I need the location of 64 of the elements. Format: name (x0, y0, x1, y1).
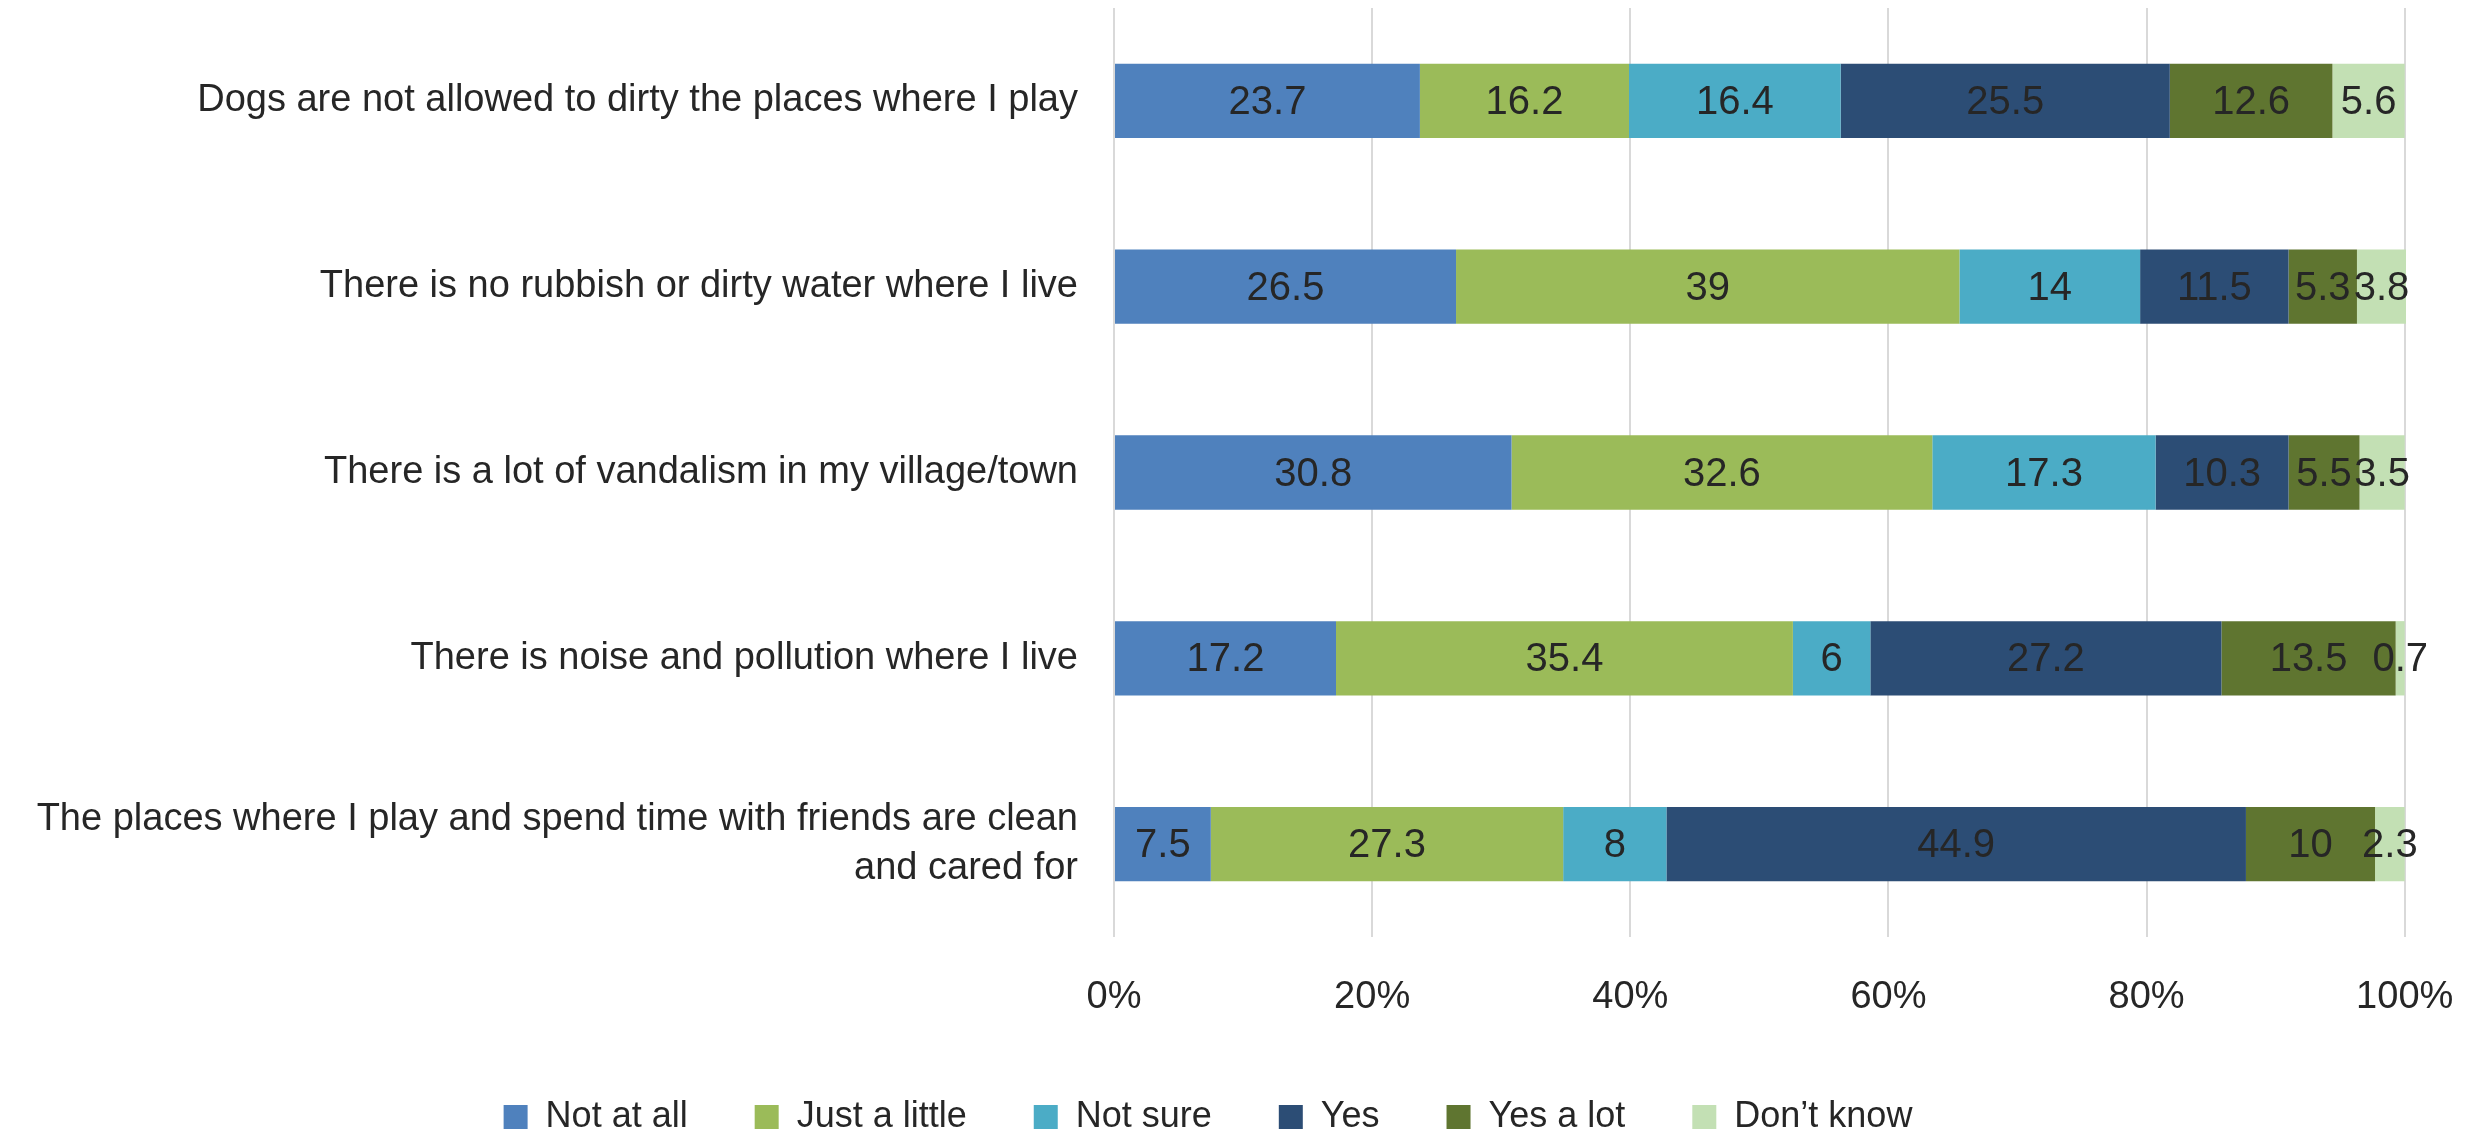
data-label: 32.6 (1682, 449, 1761, 494)
x-tick-label: 100% (2356, 974, 2454, 1017)
y-tick-label: There is noise and pollution where I live (410, 634, 1078, 677)
data-label: 16.4 (1695, 77, 1774, 122)
x-tick-label: 40% (1592, 974, 1669, 1017)
bar (1115, 435, 1512, 510)
bar (1115, 621, 1336, 696)
bar (2169, 63, 2333, 139)
data-label: 17.2 (1186, 635, 1265, 680)
data-label: 10.3 (2183, 449, 2261, 494)
bar (1115, 806, 1211, 882)
bar (1792, 621, 1871, 696)
x-tick-label: 20% (1334, 974, 1411, 1017)
legend-label: Not at all (545, 1093, 688, 1135)
data-label: 35.4 (1525, 635, 1604, 680)
data-label: 44.9 (1917, 821, 1996, 866)
data-label: 14 (2027, 263, 2073, 308)
data-label: 23.7 (1228, 77, 1307, 122)
data-label: 17.3 (2005, 449, 2083, 494)
y-tick-label: There is no rubbish or dirty water where I live (319, 263, 1078, 306)
data-label: 5.3 (2294, 263, 2351, 308)
bar (1511, 435, 1933, 510)
x-tick-label: 80% (2108, 974, 2185, 1017)
data-label: 16.2 (1485, 77, 1564, 122)
data-label: 25.5 (1966, 77, 2045, 122)
y-tick-label: Dogs are not allowed to dirty the places where I play (197, 77, 1078, 120)
bar (1870, 621, 2222, 696)
bar (2155, 435, 2289, 510)
bar (2140, 249, 2289, 324)
bar (1666, 806, 2246, 882)
data-label: 5.6 (2340, 77, 2397, 122)
bar (1419, 63, 1629, 139)
data-label: 30.8 (1274, 449, 1353, 494)
bar (1840, 63, 2170, 139)
legend-label: Yes a lot (1488, 1093, 1626, 1135)
x-tick-label: 60% (1850, 974, 1927, 1017)
x-tick-label: 0% (1086, 974, 1142, 1017)
data-label: 39 (1685, 263, 1730, 308)
bar (1959, 249, 2141, 324)
legend-label: Yes (1320, 1093, 1380, 1135)
data-label: 7.5 (1135, 821, 1191, 866)
data-label: 13.5 (2269, 635, 2348, 680)
data-label: 26.5 (1246, 263, 1325, 308)
bar (1932, 435, 2156, 510)
data-label: 8 (1603, 821, 1626, 866)
bar (1115, 63, 1420, 139)
bar (1115, 249, 1457, 324)
bar (1628, 63, 1841, 139)
bar (1456, 249, 1960, 324)
legend-label: Not sure (1075, 1093, 1212, 1135)
legend-label: Don’t know (1734, 1093, 1914, 1135)
y-tick-label: There is a lot of vandalism in my village/town (324, 448, 1078, 491)
y-tick-label: The places where I play and spend time with friends are clean and cared for (36, 795, 1079, 888)
legend-label: Just a little (796, 1093, 967, 1135)
bar (1563, 806, 1667, 882)
data-label: 10 (2288, 821, 2333, 866)
bar (1210, 806, 1564, 882)
data-label: 12.6 (2212, 77, 2291, 122)
data-label: 5.5 (2296, 449, 2352, 494)
data-label: 11.5 (2176, 263, 2252, 308)
data-label: 27.3 (1348, 821, 1426, 866)
data-label: 27.2 (2006, 635, 2085, 680)
data-label: 6 (1820, 635, 1843, 680)
bar (1336, 621, 1793, 696)
